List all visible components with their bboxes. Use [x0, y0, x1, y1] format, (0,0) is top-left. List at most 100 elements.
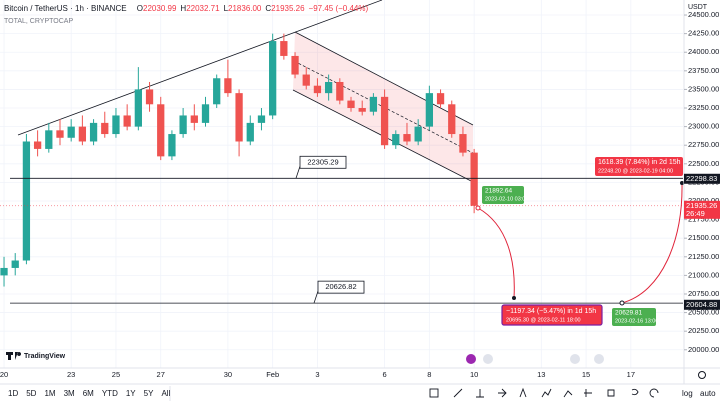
- x-tick-label: 20: [0, 370, 8, 379]
- levels: 22305.29 20626.82: [0, 155, 683, 304]
- ohlc-value: 22032.71: [186, 4, 220, 13]
- axis-option[interactable]: auto: [700, 389, 716, 398]
- anchor: [680, 181, 684, 185]
- countdown: 26:49: [686, 209, 705, 218]
- range-button[interactable]: 1Y: [126, 389, 136, 398]
- range-button[interactable]: YTD: [102, 389, 118, 398]
- measure-change: −1197.34 (−5.47%) in 1d 15h: [506, 308, 596, 315]
- x-tick-label: 8: [427, 370, 431, 379]
- level-connector: [313, 291, 319, 304]
- y-tick-label: 22500.00: [688, 159, 719, 168]
- axis-option[interactable]: log: [682, 389, 693, 398]
- x-tick-label: 13: [537, 370, 545, 379]
- settings-icon[interactable]: [698, 371, 706, 379]
- currency[interactable]: USDT: [688, 4, 708, 11]
- x-tick-label: 3: [315, 370, 319, 379]
- watermark: TradingView: [24, 353, 66, 360]
- candle-body: [213, 78, 221, 105]
- candle-body: [56, 130, 64, 138]
- measure-target: 22248.20 @ 2023-02-19 04:00: [598, 168, 673, 174]
- price-label: 21935.26: [686, 201, 717, 210]
- candle-body: [0, 267, 8, 276]
- price-label-box: [684, 299, 720, 310]
- y-tick-label: 24250.00: [688, 29, 719, 38]
- candle-body: [89, 122, 98, 142]
- candle-body: [358, 108, 366, 112]
- candle-body: [448, 104, 456, 135]
- point-time: 2023-02-16 13:00: [615, 318, 658, 324]
- x-tick-label: 15: [582, 370, 590, 379]
- candle-body: [112, 115, 120, 135]
- event-icon[interactable]: [483, 354, 493, 364]
- symbol: Bitcoin / TetherUS · 1h · BINANCE: [4, 4, 127, 13]
- y-tick-label: 20500.00: [688, 308, 719, 317]
- level-label: 20626.82: [325, 282, 356, 291]
- candle-body: [436, 93, 445, 105]
- point-price: 21892.64: [485, 188, 512, 195]
- event-icon[interactable]: [594, 354, 604, 364]
- candle-body: [134, 89, 142, 127]
- range-button[interactable]: All: [161, 389, 170, 398]
- y-tick-label: 24500.00: [688, 10, 719, 19]
- candles: [0, 33, 478, 287]
- event-icon[interactable]: [466, 354, 476, 364]
- x-tick-label: 27: [157, 370, 165, 379]
- ohlc-key: O: [137, 4, 143, 13]
- indicator: TOTAL, CRYPTOCAP: [4, 18, 73, 25]
- candle-body: [123, 115, 131, 127]
- x-tick-label: 30: [224, 370, 232, 379]
- candle-body: [470, 152, 478, 206]
- y-tick-label: 22000.00: [688, 196, 719, 205]
- point-label: 21892.64 2023-02-10 03:00: [482, 186, 528, 204]
- candle-body: [190, 115, 198, 123]
- ohlc-key: C: [265, 4, 271, 13]
- candle-body: [101, 122, 109, 135]
- measure-label: −1197.34 (−5.47%) in 1d 15h 20695.30 @ 2…: [501, 304, 603, 326]
- candle-body: [33, 141, 42, 149]
- range-button[interactable]: 5Y: [144, 389, 154, 398]
- price-label-box: [684, 200, 720, 219]
- measure-label: 1618.39 (7.84%) in 2d 15h 22248.20 @ 202…: [595, 157, 683, 176]
- candle-body: [168, 134, 176, 157]
- ohlc-key: L: [224, 4, 229, 13]
- y-tick-label: 24000.00: [688, 47, 719, 56]
- y-tick-label: 22750.00: [688, 140, 719, 149]
- y-tick-label: 23500.00: [688, 84, 719, 93]
- grid: [0, 0, 683, 368]
- range-button[interactable]: 3M: [64, 389, 75, 398]
- anchor: [512, 296, 516, 300]
- candle-body: [392, 134, 400, 146]
- channel-top: [294, 31, 474, 126]
- point-time: 2023-02-10 03:00: [485, 196, 528, 202]
- ohlc-key: H: [180, 4, 186, 13]
- y-tick-label: 20750.00: [688, 289, 719, 298]
- ohlc-value: 21935.26: [271, 4, 305, 13]
- event-icon[interactable]: [570, 354, 580, 364]
- legend: Bitcoin / TetherUS · 1h · BINANCE O22030…: [4, 4, 368, 13]
- axes: 24500.00 24250.00 24000.00 23750.00 23500.00…: [0, 10, 720, 379]
- level-label-box: [317, 280, 365, 294]
- candle-body: [157, 104, 165, 157]
- y-tick-label: 20250.00: [688, 326, 719, 335]
- y-tick-label: 21500.00: [688, 233, 719, 242]
- anchor: [619, 300, 625, 306]
- price-label: 22298.83: [686, 174, 717, 183]
- level-label: 22305.29: [307, 157, 338, 166]
- arrow-up: [621, 182, 683, 304]
- y-tick-label: 21000.00: [688, 270, 719, 279]
- range-button[interactable]: 1D: [8, 389, 18, 398]
- range-button[interactable]: 5D: [26, 389, 36, 398]
- arrow-down: [477, 207, 515, 299]
- point-label: 20629.81 2023-02-16 13:00: [612, 308, 658, 326]
- candle-body: [235, 93, 243, 142]
- y-tick-label: 23000.00: [688, 122, 719, 131]
- trend-line: [17, 0, 383, 136]
- price-label-box: [684, 173, 720, 184]
- candle-body: [459, 134, 467, 153]
- ohlc-value: 22030.99: [143, 4, 177, 13]
- range-button[interactable]: 6M: [83, 389, 94, 398]
- range-button[interactable]: 1M: [44, 389, 55, 398]
- point-price: 20629.81: [615, 310, 642, 317]
